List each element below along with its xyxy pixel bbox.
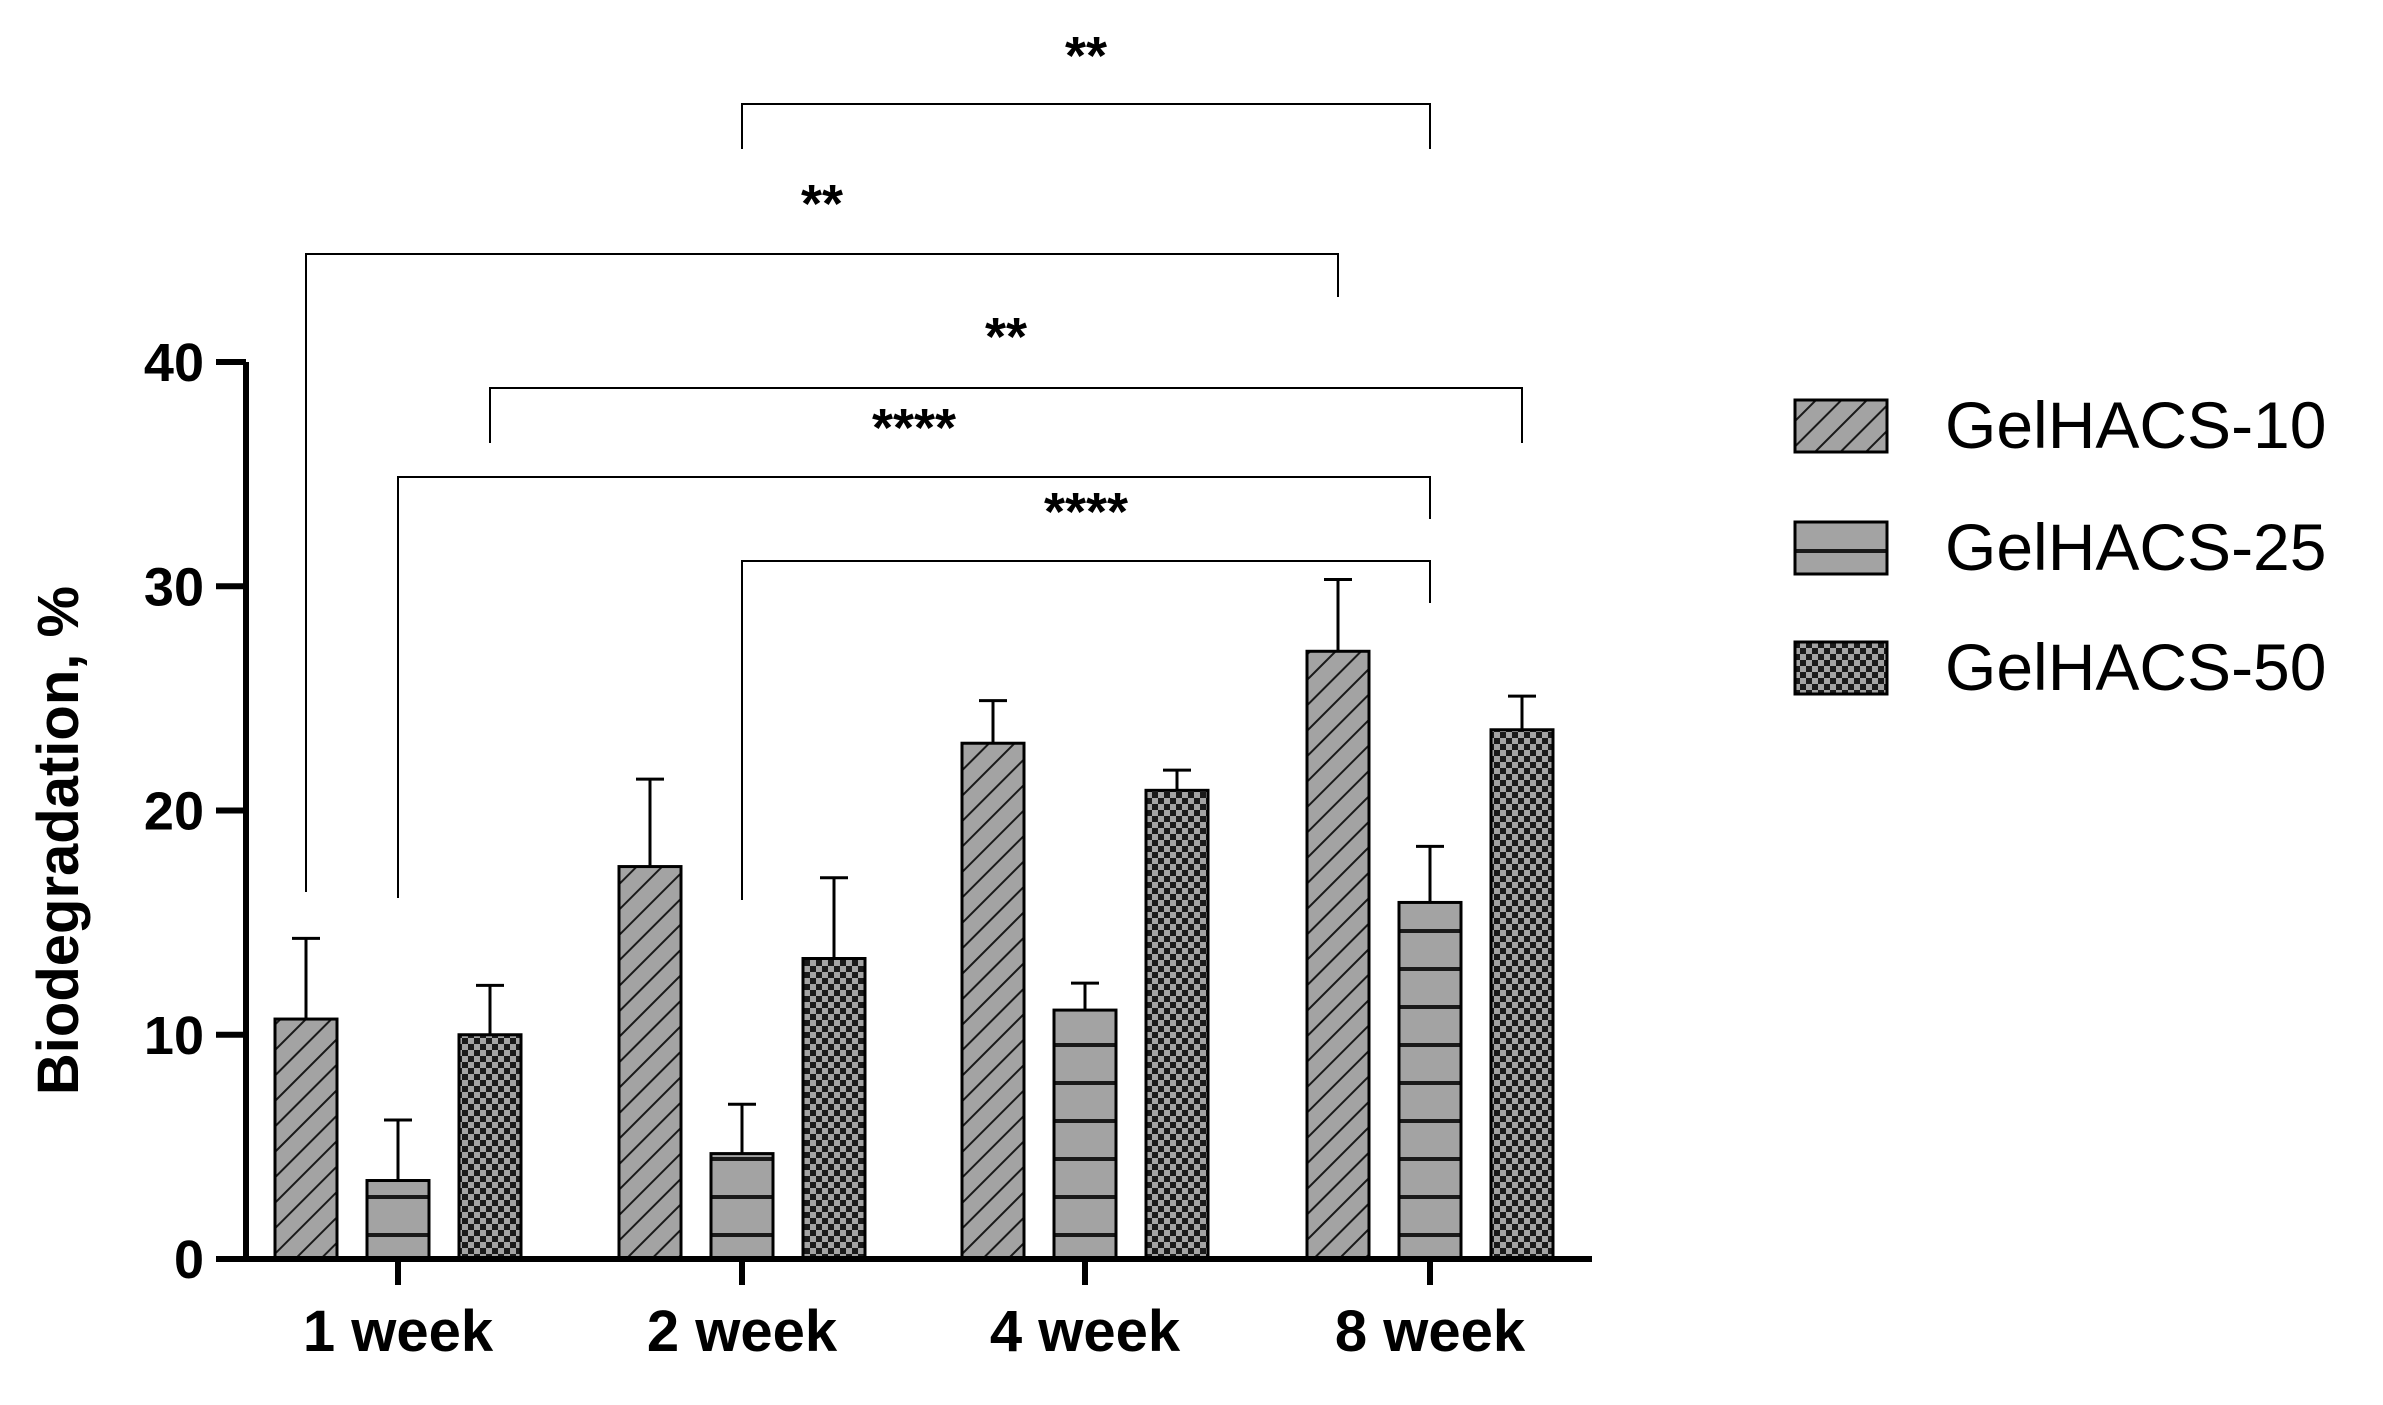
y-tick-label-20: 20	[144, 782, 204, 842]
bar-GelHACS-10-4 week	[960, 741, 1026, 1261]
bar-GelHACS-50-4 week	[1144, 788, 1210, 1261]
significance-label-5: ****	[1044, 482, 1128, 542]
bars-layer	[273, 578, 1555, 1261]
bar-GelHACS-25-2 week	[709, 1152, 775, 1261]
bar-GelHACS-50-1 week	[457, 1033, 523, 1261]
x-tick-label-1 week: 1 week	[303, 1299, 494, 1364]
y-tick-label-40: 40	[144, 333, 204, 393]
legend-swatch-GelHACS-50	[1793, 640, 1889, 696]
significance-bracket-4	[397, 476, 1431, 898]
bar-GelHACS-50-2 week	[801, 957, 867, 1261]
legend-label-GelHACS-25: GelHACS-25	[1945, 510, 2326, 584]
significance-label-2: **	[801, 174, 843, 234]
bar-GelHACS-10-8 week	[1305, 649, 1371, 1261]
x-tick-label-8 week: 8 week	[1335, 1299, 1526, 1364]
significance-label-3: **	[985, 307, 1027, 367]
bar-GelHACS-10-1 week	[273, 1017, 339, 1261]
y-tick-label-0: 0	[174, 1230, 204, 1290]
y-tick-label-30: 30	[144, 557, 204, 617]
bar-GelHACS-25-1 week	[365, 1179, 431, 1261]
legend-swatch-GelHACS-25	[1793, 520, 1889, 576]
bar-GelHACS-25-4 week	[1052, 1008, 1118, 1261]
bar-GelHACS-50-8 week	[1489, 728, 1555, 1261]
significance-annotations: **************	[305, 26, 1523, 900]
x-tick-label-2 week: 2 week	[647, 1299, 838, 1364]
y-axis-title: Biodegradation, %	[26, 586, 91, 1095]
axes-layer: 0 10 20 30 40 1 week 2 week 4 week 8 week Biodegr…	[26, 333, 1592, 1364]
bar-GelHACS-10-2 week	[617, 865, 683, 1261]
bar-GelHACS-25-8 week	[1397, 900, 1463, 1261]
significance-label-4: ****	[872, 398, 956, 458]
y-tick-label-10: 10	[144, 1006, 204, 1066]
legend-swatch-GelHACS-10	[1793, 398, 1889, 454]
significance-bracket-2	[305, 253, 1339, 892]
legend-label-GelHACS-50: GelHACS-50	[1945, 630, 2326, 704]
x-tick-label-4 week: 4 week	[990, 1299, 1181, 1364]
legend: GelHACS-10 GelHACS-25 GelHACS-50	[1793, 388, 2326, 704]
significance-bracket-5	[741, 560, 1431, 900]
significance-label-1: **	[1065, 26, 1107, 86]
legend-label-GelHACS-10: GelHACS-10	[1945, 388, 2326, 462]
significance-bracket-3	[489, 387, 1523, 443]
significance-bracket-1	[741, 103, 1431, 149]
